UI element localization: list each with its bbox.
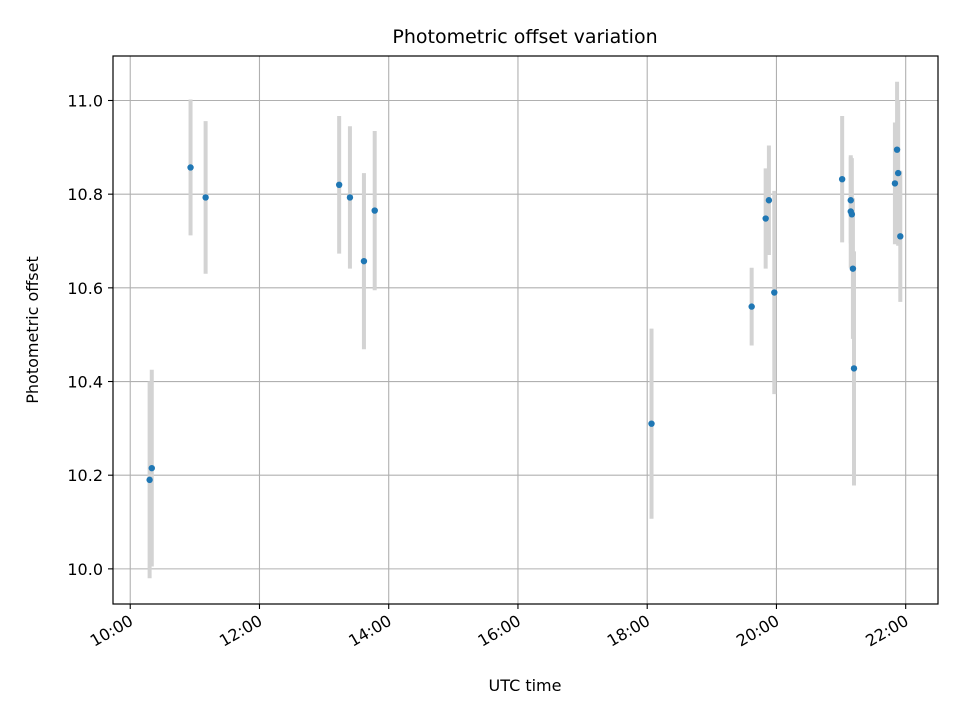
data-point bbox=[648, 420, 655, 427]
data-point bbox=[762, 215, 769, 222]
y-axis: 10.0 10.2 10.4 10.6 10.8 11.0 bbox=[67, 91, 113, 579]
data-point bbox=[187, 164, 194, 171]
data-point bbox=[771, 289, 778, 296]
chart-title: Photometric offset variation bbox=[392, 26, 657, 48]
data-point bbox=[850, 365, 858, 372]
plot-frame bbox=[112, 55, 939, 605]
data-point bbox=[748, 303, 755, 310]
y-tick-label: 10.8 bbox=[67, 185, 103, 204]
y-tick-label: 11.0 bbox=[67, 91, 103, 110]
data-point bbox=[849, 265, 857, 272]
data-point bbox=[894, 169, 902, 177]
data-point bbox=[346, 194, 354, 201]
data-point bbox=[202, 194, 209, 201]
data-point bbox=[847, 197, 854, 204]
data-point bbox=[360, 257, 368, 265]
data-points bbox=[146, 146, 904, 484]
data-point bbox=[893, 146, 901, 153]
y-tick-label: 10.6 bbox=[67, 279, 103, 298]
y-tick-label: 10.4 bbox=[67, 373, 103, 392]
grid bbox=[113, 56, 938, 604]
x-axis-label: UTC time bbox=[489, 676, 562, 695]
y-tick-label: 10.2 bbox=[67, 466, 103, 485]
data-point bbox=[765, 197, 773, 204]
y-tick-label: 10.0 bbox=[67, 560, 103, 579]
data-point bbox=[335, 181, 343, 189]
data-point bbox=[371, 207, 378, 214]
data-point bbox=[891, 180, 899, 187]
data-point bbox=[146, 476, 153, 484]
data-point bbox=[897, 233, 904, 240]
data-point bbox=[838, 175, 846, 183]
y-axis-label: Photometric offset bbox=[23, 256, 42, 404]
data-point bbox=[848, 211, 856, 218]
data-point bbox=[148, 464, 155, 472]
